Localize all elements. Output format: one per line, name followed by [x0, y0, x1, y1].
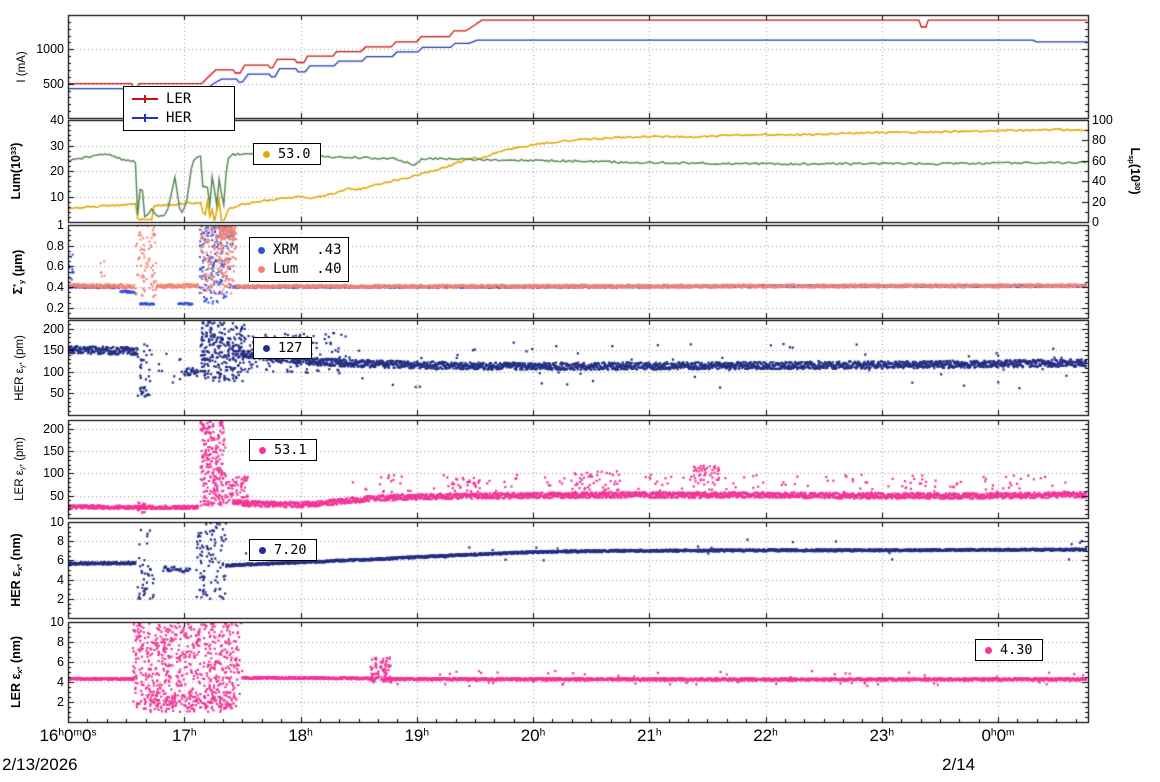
y-tick-label: 8 — [57, 635, 64, 649]
y-tick-label: 1000 — [36, 42, 64, 57]
sigma-legend: XRM .43 Lum .40 — [249, 237, 349, 282]
lum-marker-dot-icon — [263, 150, 270, 158]
lum-sigma-value: .40 — [316, 261, 342, 277]
y-axis-title: LER εx* (nm) — [9, 635, 24, 709]
y-tick-label: 4 — [57, 675, 64, 689]
right-y-tick-label: 60 — [1092, 153, 1106, 168]
right-y-axis-title: Lsp(1030) — [1127, 147, 1142, 195]
right-y-tick-label: 0 — [1092, 215, 1099, 229]
y-tick-label: 1 — [57, 218, 64, 232]
right-y-tick-label: 20 — [1092, 194, 1106, 209]
y-tick-label: 2 — [57, 591, 64, 606]
ler-line-sample — [132, 95, 158, 103]
y-tick-label: 0.2 — [46, 300, 64, 315]
legend-label-lum: Lum — [273, 261, 299, 277]
ler-ey-value-box: 53.1 — [249, 439, 317, 461]
ler-ey-marker-dot-icon — [259, 446, 266, 454]
x-tick-label: 21h — [636, 726, 662, 745]
her-marker-icon — [144, 114, 146, 122]
lum-sigma-marker-dot-icon — [258, 265, 265, 273]
y-tick-label: 500 — [43, 76, 64, 91]
y-tick-label: 150 — [43, 444, 64, 459]
y-tick-label: 50 — [50, 488, 64, 503]
luminosity-value-box: 53.0 — [253, 143, 321, 165]
x-tick-label: 19h — [404, 726, 430, 745]
ler-ex-value: 4.30 — [1000, 642, 1033, 658]
legend-row-her: HER — [132, 110, 191, 126]
current-legend: LER HER — [123, 86, 235, 131]
legend-label-ler: LER — [166, 91, 192, 107]
her-ey-marker-dot-icon — [263, 344, 270, 352]
her-ex-value: 7.20 — [274, 542, 307, 558]
y-tick-label: 30 — [50, 138, 64, 153]
y-tick-label: 0.4 — [46, 280, 64, 294]
xrm-marker-dot-icon — [258, 246, 265, 254]
y-tick-label: 0.6 — [46, 259, 64, 274]
legend-label-xrm: XRM — [273, 242, 299, 258]
y-tick-label: 8 — [57, 534, 64, 549]
y-tick-label: 20 — [50, 164, 64, 178]
ler-marker-icon — [144, 95, 146, 103]
y-tick-label: 4 — [57, 572, 64, 587]
right-y-tick-label: 40 — [1092, 174, 1106, 189]
x-tick-label: 18h — [288, 726, 313, 745]
x-tick-label: 17h — [171, 726, 197, 745]
x-tick-label: 23h — [869, 726, 895, 745]
x-tick-label: 20h — [520, 726, 546, 745]
x-tick-label: 22h — [753, 726, 778, 745]
y-tick-label: 200 — [43, 321, 64, 336]
y-tick-label: 100 — [43, 466, 64, 481]
her-ex-value-box: 7.20 — [249, 539, 317, 561]
right-y-tick-label: 100 — [1092, 113, 1113, 127]
y-tick-label: 100 — [43, 364, 64, 379]
date-end-label: 2/14 — [942, 755, 976, 774]
y-tick-label: 50 — [50, 386, 64, 401]
y-tick-label: 40 — [50, 113, 64, 127]
ler-ey-value: 53.1 — [274, 442, 307, 458]
legend-row-lum: Lum .40 — [258, 261, 342, 277]
y-tick-label: 10 — [50, 515, 64, 529]
her-ey-value: 127 — [278, 340, 303, 356]
x-tick-label: 16h0m0s — [39, 726, 97, 745]
ler-ex-marker-dot-icon — [985, 646, 992, 654]
legend-row-ler: LER — [132, 91, 191, 107]
her-line-sample — [132, 114, 158, 122]
y-tick-label: 6 — [57, 553, 64, 568]
right-y-tick-label: 80 — [1092, 133, 1106, 148]
date-start-label: 2/13/2026 — [2, 755, 78, 774]
legend-label-her: HER — [166, 110, 192, 126]
ler-ex-value-box: 4.30 — [975, 639, 1043, 661]
luminosity-value: 53.0 — [278, 146, 311, 162]
y-tick-label: 10 — [50, 189, 64, 204]
y-tick-label: 150 — [43, 343, 64, 358]
her-ey-value-box: 127 — [253, 337, 313, 359]
y-tick-label: 6 — [57, 655, 64, 669]
y-tick-label: 200 — [43, 421, 64, 436]
her-ex-marker-dot-icon — [259, 546, 266, 554]
xrm-value: .43 — [316, 242, 342, 258]
y-tick-label: 2 — [57, 695, 64, 709]
x-tick-label: 0h0m — [981, 726, 1015, 745]
y-tick-label: 0.8 — [46, 238, 64, 253]
legend-row-xrm: XRM .43 — [258, 242, 342, 258]
y-tick-label: 10 — [50, 615, 64, 629]
